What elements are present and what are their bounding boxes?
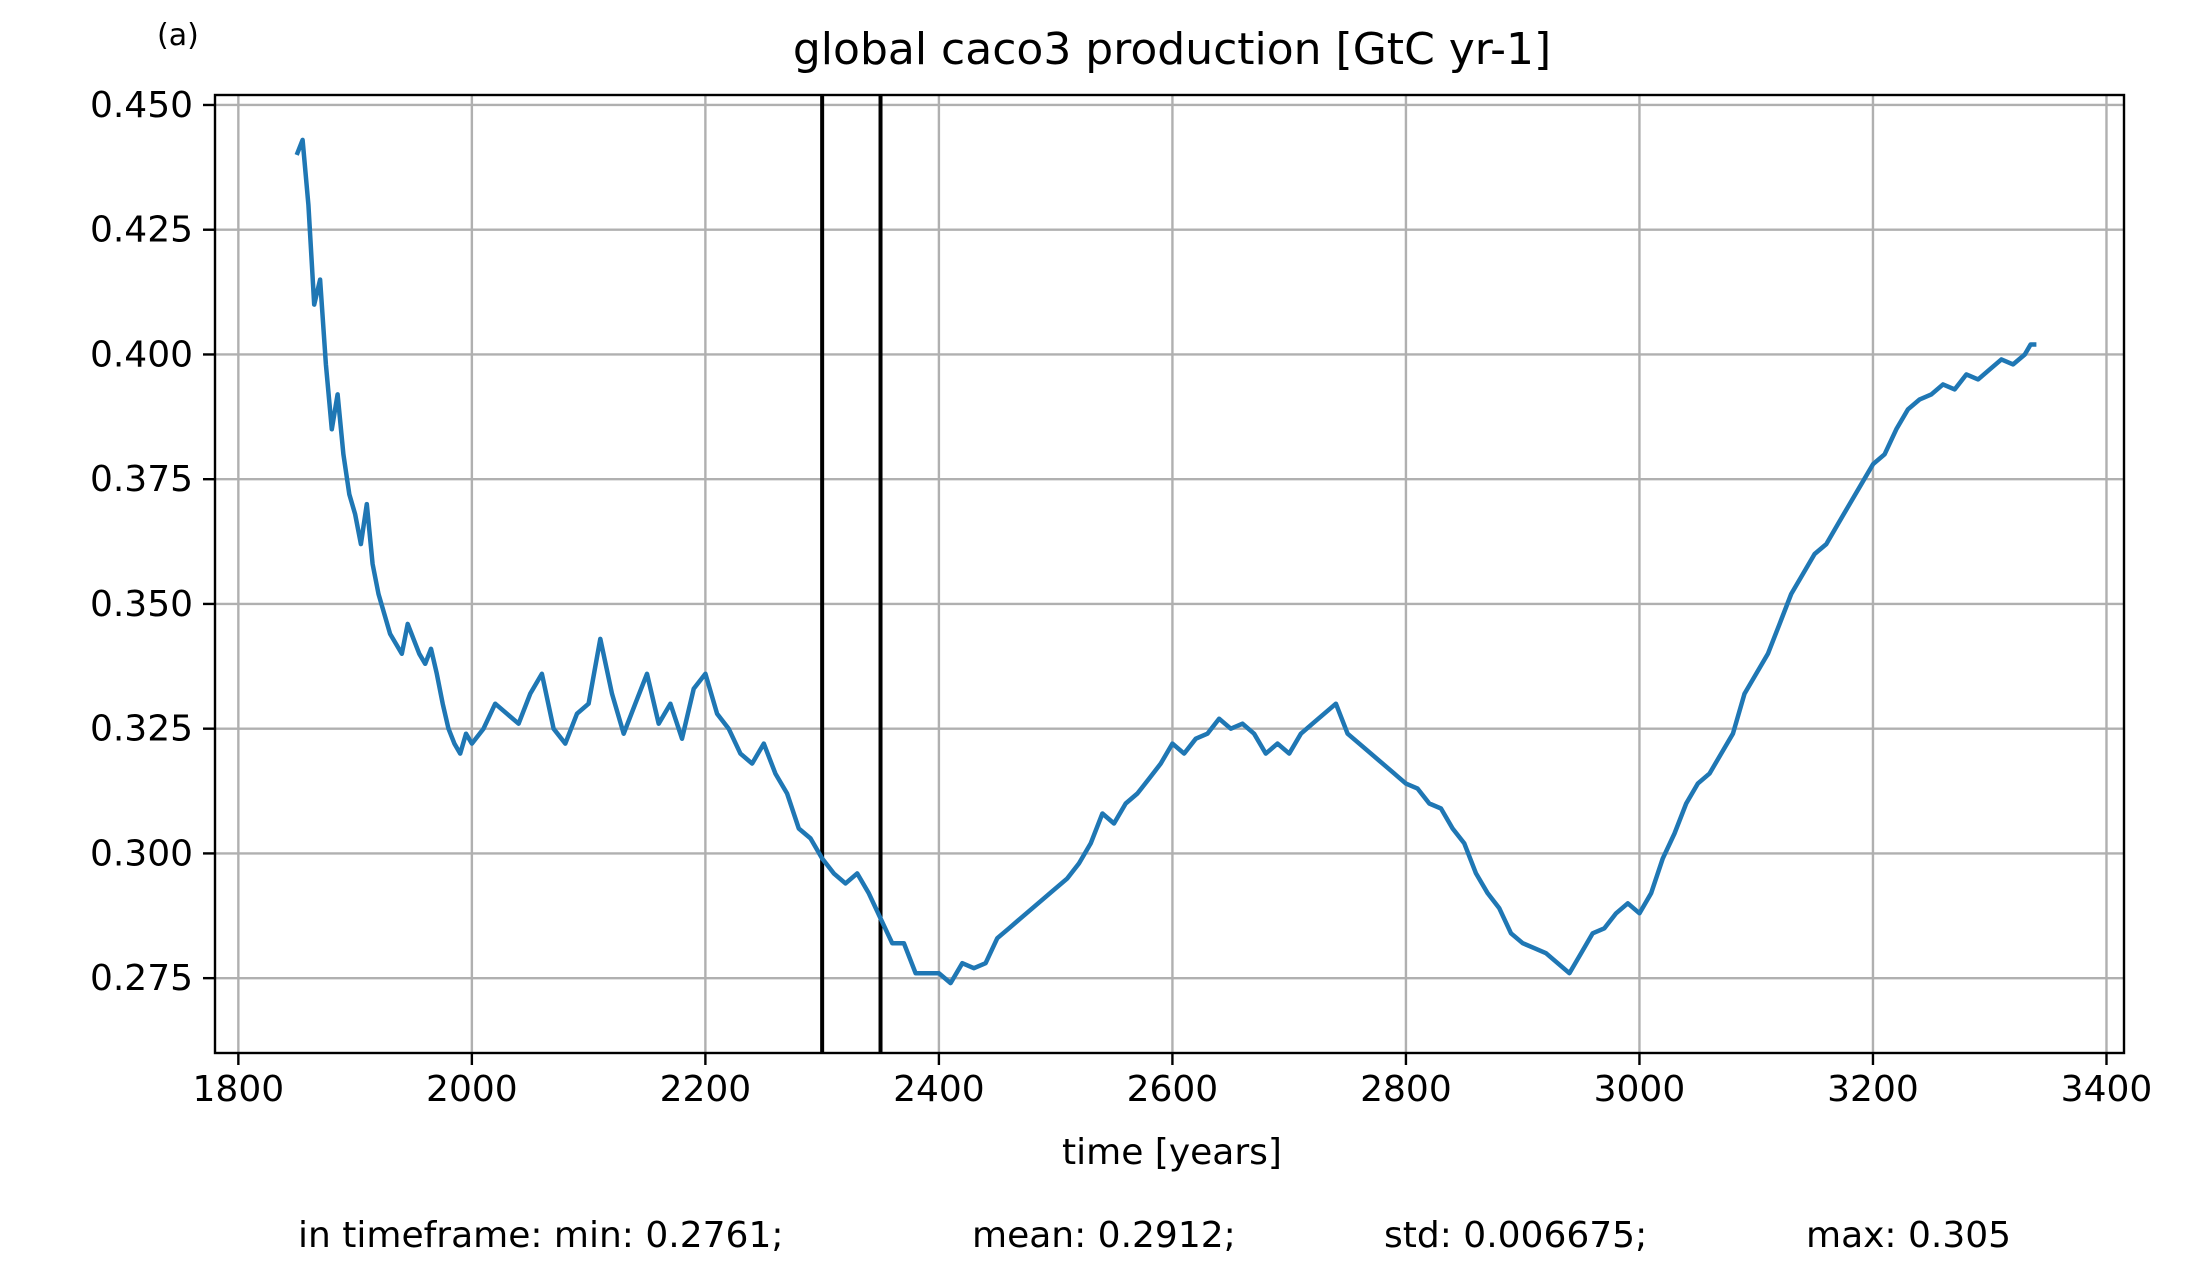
x-tick-label: 2600 [1127, 1069, 1219, 1110]
series-group [294, 137, 2037, 986]
series-line [294, 137, 2037, 986]
x-tick-label: 3200 [1827, 1069, 1919, 1110]
y-tick-label: 0.300 [90, 833, 193, 874]
y-tick-label: 0.450 [90, 85, 193, 126]
x-tick-label: 3400 [2061, 1069, 2153, 1110]
stats-min: in timeframe: min: 0.2761; [298, 1215, 783, 1256]
x-tick-label: 2400 [893, 1069, 985, 1110]
y-tick-label: 0.350 [90, 584, 193, 625]
timeframe-markers [820, 95, 883, 1053]
stats-max: max: 0.305 [1806, 1215, 2011, 1256]
chart-title: global caco3 production [GtC yr-1] [793, 24, 1551, 75]
y-tick-label: 0.375 [90, 459, 193, 500]
x-tick-label: 3000 [1594, 1069, 1686, 1110]
panel-label: (a) [157, 18, 199, 53]
y-tick-label: 0.325 [90, 709, 193, 750]
x-tick-label: 2200 [660, 1069, 752, 1110]
y-tick-label: 0.275 [90, 958, 193, 999]
y-tick-label: 0.425 [90, 210, 193, 251]
axes: 1800 2000 2200 2400 2600 2800 3000 3200 3400 0.27… [90, 85, 2152, 1110]
x-tick-label: 1800 [193, 1069, 285, 1110]
y-tick-label: 0.400 [90, 334, 193, 375]
x-axis-label: time [years] [1062, 1132, 1282, 1173]
x-tick-label: 2000 [426, 1069, 518, 1110]
stats-mean: mean: 0.2912; [972, 1215, 1236, 1256]
plot-frame [213, 93, 2126, 1055]
x-tick-label: 2800 [1360, 1069, 1452, 1110]
grid-lines [215, 95, 2124, 1053]
stats-std: std: 0.006675; [1384, 1215, 1647, 1256]
